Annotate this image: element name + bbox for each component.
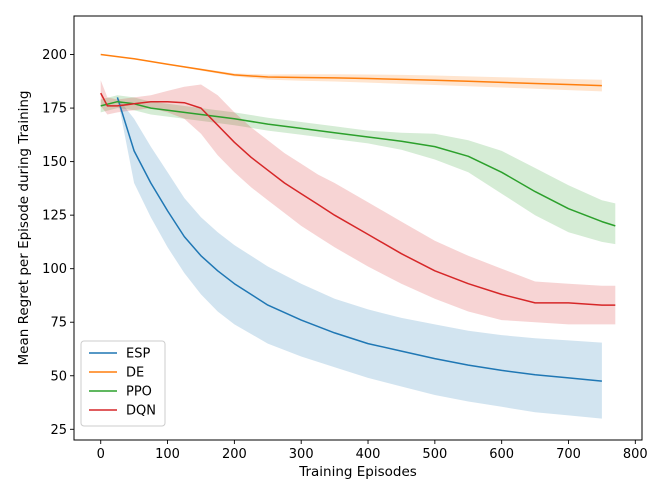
x-axis-label: Training Episodes — [298, 464, 417, 480]
legend: ESP DE PPO DQN — [80, 340, 166, 427]
line-dqn — [100, 92, 616, 306]
legend-box — [80, 340, 166, 427]
y-tick-label: 25 — [50, 423, 67, 438]
y-tick-label: 75 — [50, 316, 67, 331]
band-ppo — [100, 95, 616, 245]
x-tick-label: 400 — [356, 447, 381, 462]
series-lines — [100, 53, 616, 382]
legend-label-esp: ESP — [126, 347, 150, 362]
y-tick-label: 150 — [42, 155, 67, 170]
y-tick-label: 200 — [42, 48, 67, 63]
y-tick-label: 50 — [50, 369, 67, 384]
x-tick-label: 700 — [556, 447, 581, 462]
line-ppo — [100, 100, 616, 227]
plot-frame — [73, 15, 643, 441]
x-tick-label: 300 — [289, 447, 314, 462]
line-de — [100, 53, 602, 87]
x-tick-label: 100 — [155, 447, 180, 462]
y-tick-label: 125 — [42, 209, 67, 224]
line-esp — [116, 97, 602, 382]
x-tick-label: 0 — [97, 447, 105, 462]
x-tick-label: 800 — [623, 447, 648, 462]
band-esp — [117, 97, 602, 419]
y-axis-label: Mean Regret per Episode during Training — [16, 90, 32, 365]
band-dqn — [100, 80, 616, 325]
legend-label-ppo: PPO — [126, 385, 152, 400]
x-tick-label: 600 — [489, 447, 514, 462]
x-axis-ticks: 0 100 200 300 400 500 600 700 800 — [97, 440, 648, 462]
y-tick-label: 100 — [42, 262, 67, 277]
y-axis-ticks: 25 50 75 100 125 150 175 200 — [42, 48, 74, 438]
x-tick-label: 500 — [422, 447, 447, 462]
y-tick-label: 175 — [42, 102, 67, 117]
legend-label-de: DE — [126, 366, 144, 381]
x-tick-label: 200 — [222, 447, 247, 462]
legend-label-dqn: DQN — [126, 404, 156, 419]
